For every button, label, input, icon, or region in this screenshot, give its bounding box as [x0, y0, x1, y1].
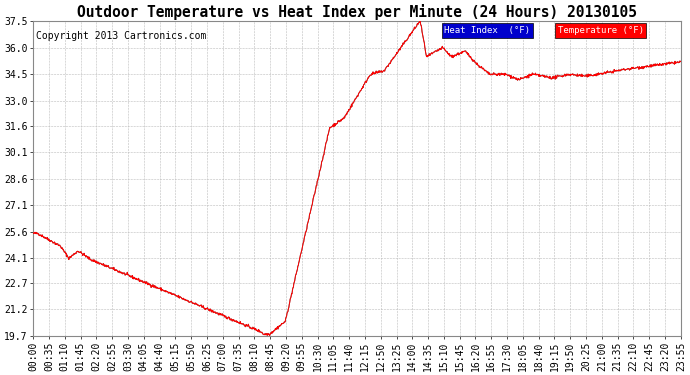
Title: Outdoor Temperature vs Heat Index per Minute (24 Hours) 20130105: Outdoor Temperature vs Heat Index per Mi…: [77, 4, 637, 20]
Text: Copyright 2013 Cartronics.com: Copyright 2013 Cartronics.com: [37, 31, 207, 41]
Text: Heat Index  (°F): Heat Index (°F): [444, 26, 531, 35]
Text: Temperature (°F): Temperature (°F): [558, 26, 644, 35]
